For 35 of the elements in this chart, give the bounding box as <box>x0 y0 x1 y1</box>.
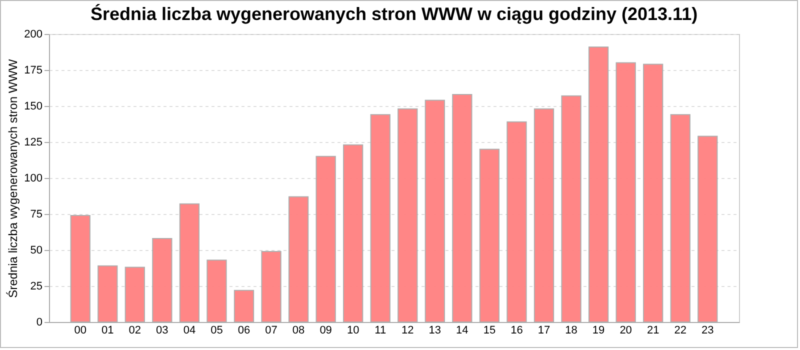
y-axis-title: Średnia liczba wygenerowanych stron WWW <box>6 58 20 298</box>
x-tick-label: 10 <box>346 324 360 336</box>
x-tick-label: 01 <box>102 324 114 336</box>
x-tick-label: 17 <box>538 324 550 336</box>
x-tick-label: 15 <box>483 324 496 336</box>
x-tick-label: 07 <box>265 324 278 336</box>
x-tick-label: 00 <box>74 324 86 336</box>
y-tick-label: 175 <box>24 64 42 76</box>
x-tick-label: 02 <box>128 324 142 336</box>
x-tick-label: 03 <box>156 324 168 336</box>
x-tick-label: 19 <box>592 324 605 336</box>
x-tick-label: 22 <box>674 324 686 336</box>
x-tick-label: 20 <box>620 324 632 336</box>
y-tick-label: 25 <box>30 280 42 292</box>
x-tick-label: 04 <box>183 324 196 336</box>
x-tick-label: 05 <box>210 324 223 336</box>
x-tick-label: 08 <box>292 324 305 336</box>
x-tick-label: 11 <box>374 324 386 336</box>
y-tick-label: 125 <box>24 136 42 148</box>
y-tick-label: 75 <box>30 208 42 220</box>
chart-title: Średnia liczba wygenerowanych stron WWW w ciągu godziny (2013.11) <box>90 4 698 24</box>
x-tick-label: 14 <box>456 324 468 336</box>
x-tick-label: 16 <box>510 324 523 336</box>
x-tick-label: 12 <box>402 324 414 336</box>
x-tick-label: 23 <box>702 324 714 336</box>
x-tick-label: 13 <box>428 324 442 336</box>
x-tick-label: 21 <box>646 324 660 336</box>
x-tick-label: 18 <box>565 324 578 336</box>
y-tick-label: 50 <box>30 244 42 256</box>
x-tick-label: 06 <box>238 324 250 336</box>
y-tick-label: 200 <box>24 28 42 40</box>
y-tick-label: 150 <box>24 100 42 112</box>
x-tick-label: 09 <box>320 324 332 336</box>
y-tick-label: 100 <box>24 172 42 184</box>
y-tick-label: 0 <box>36 316 42 328</box>
